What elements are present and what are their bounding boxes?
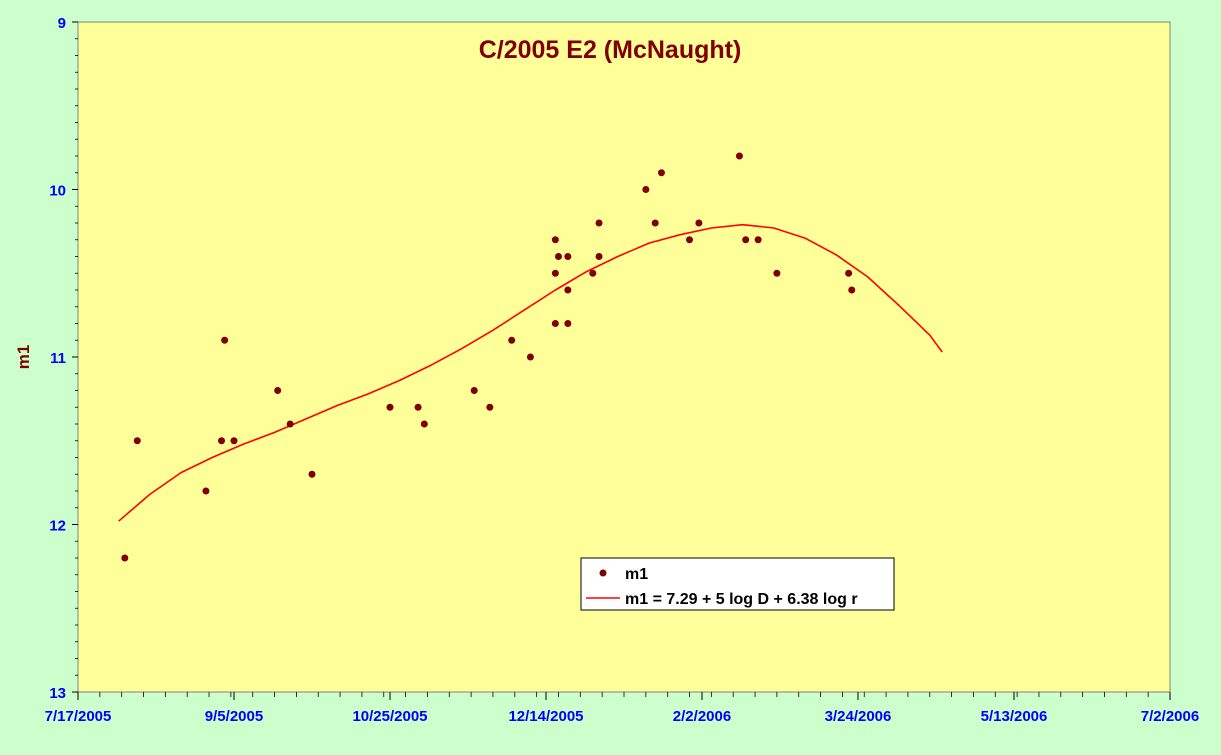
x-axis: 7/17/2005 9/5/2005 10/25/2005 12/14/2005 2/2… bbox=[45, 692, 1199, 725]
x-tick-label: 10/25/2005 bbox=[352, 708, 427, 725]
chart-title: C/2005 E2 (McNaught) bbox=[479, 36, 742, 64]
data-point bbox=[651, 219, 659, 227]
fit-curve-line bbox=[118, 223, 943, 522]
y-tick-label: 9 bbox=[58, 15, 66, 32]
legend-label-line: m1 = 7.29 + 5 log D + 6.38 log r bbox=[625, 591, 858, 608]
data-point bbox=[221, 336, 229, 344]
data-point bbox=[551, 320, 559, 327]
x-tick-label: 5/13/2006 bbox=[981, 708, 1048, 725]
x-tick-label: 7/17/2005 bbox=[45, 708, 112, 725]
data-point bbox=[564, 286, 572, 294]
data-point bbox=[218, 437, 226, 445]
data-point bbox=[133, 437, 141, 445]
x-tick-label: 12/14/2005 bbox=[508, 708, 583, 725]
x-tick-label: 9/5/2005 bbox=[205, 708, 263, 725]
data-point bbox=[642, 186, 650, 193]
x-tick-label: 7/2/2006 bbox=[1141, 708, 1199, 725]
series-layer bbox=[118, 152, 943, 562]
data-point bbox=[686, 236, 694, 244]
y-axis: 9 10 11 12 13 bbox=[49, 15, 78, 702]
data-point bbox=[470, 387, 478, 394]
data-point bbox=[845, 269, 853, 277]
data-point bbox=[735, 152, 743, 160]
legend: m1 m1 = 7.29 + 5 log D + 6.38 log r bbox=[580, 557, 895, 611]
x-tick-label: 2/2/2006 bbox=[673, 708, 731, 725]
data-point bbox=[848, 286, 856, 294]
y-tick-label: 13 bbox=[49, 685, 66, 702]
data-point bbox=[564, 253, 572, 260]
data-point bbox=[551, 269, 559, 277]
data-point bbox=[595, 253, 603, 260]
data-point bbox=[754, 236, 762, 244]
data-point bbox=[420, 420, 428, 428]
data-point bbox=[508, 336, 516, 344]
y-axis-label: m1 bbox=[14, 345, 33, 370]
data-point bbox=[308, 470, 316, 478]
data-point bbox=[589, 269, 597, 277]
data-point bbox=[274, 387, 282, 394]
legend-box bbox=[580, 557, 895, 611]
legend-marker-points bbox=[599, 569, 607, 577]
legend-label-points: m1 bbox=[625, 566, 648, 583]
data-point bbox=[695, 219, 703, 227]
data-point bbox=[230, 437, 238, 445]
data-point bbox=[657, 169, 665, 177]
data-point bbox=[742, 236, 750, 244]
data-point bbox=[386, 403, 394, 411]
data-point bbox=[121, 554, 129, 562]
data-point bbox=[414, 403, 422, 411]
data-point bbox=[286, 420, 294, 428]
data-point bbox=[773, 269, 781, 277]
y-tick-label: 10 bbox=[49, 183, 66, 200]
data-point bbox=[202, 487, 210, 495]
y-tick-label: 12 bbox=[49, 518, 66, 535]
data-point bbox=[595, 219, 603, 227]
data-point bbox=[551, 236, 559, 244]
y-tick-label: 11 bbox=[50, 350, 66, 367]
data-point bbox=[564, 320, 572, 327]
data-point bbox=[554, 253, 562, 260]
x-tick-label: 3/24/2006 bbox=[825, 708, 892, 725]
data-point bbox=[526, 353, 534, 361]
data-point bbox=[486, 403, 494, 411]
